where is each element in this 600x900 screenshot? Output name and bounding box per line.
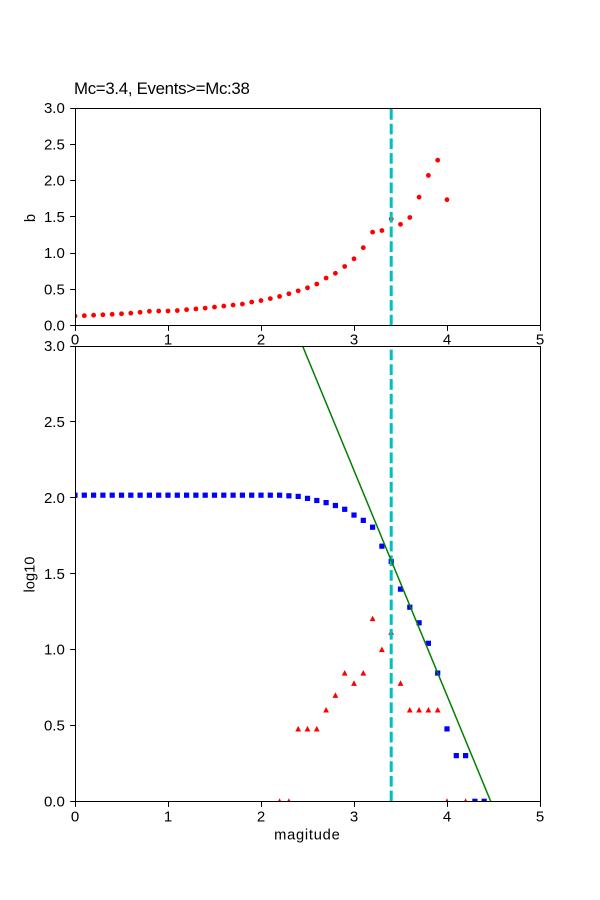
svg-text:2.0: 2.0 xyxy=(44,173,65,190)
svg-text:0.5: 0.5 xyxy=(44,718,65,735)
svg-text:1: 1 xyxy=(164,809,172,826)
svg-text:2: 2 xyxy=(257,332,265,349)
svg-text:Mc=3.4, Events>=Mc:38: Mc=3.4, Events>=Mc:38 xyxy=(74,79,250,98)
svg-text:5: 5 xyxy=(536,332,544,349)
svg-text:3: 3 xyxy=(350,332,358,349)
svg-text:0.0: 0.0 xyxy=(44,318,65,335)
svg-text:0: 0 xyxy=(71,809,79,826)
svg-text:4: 4 xyxy=(443,809,451,826)
svg-text:0.0: 0.0 xyxy=(44,793,65,810)
svg-text:1.5: 1.5 xyxy=(44,566,65,583)
svg-text:3: 3 xyxy=(350,809,358,826)
svg-text:3.0: 3.0 xyxy=(44,338,65,355)
svg-text:1.0: 1.0 xyxy=(44,245,65,262)
svg-text:2.0: 2.0 xyxy=(44,490,65,507)
svg-text:0: 0 xyxy=(71,332,79,349)
svg-text:2.5: 2.5 xyxy=(44,414,65,431)
svg-text:magitude: magitude xyxy=(274,828,340,844)
svg-text:5: 5 xyxy=(536,809,544,826)
svg-text:log10: log10 xyxy=(23,557,39,593)
svg-text:1.0: 1.0 xyxy=(44,642,65,659)
svg-text:1: 1 xyxy=(164,332,172,349)
svg-text:4: 4 xyxy=(443,332,451,349)
svg-text:2: 2 xyxy=(257,809,265,826)
svg-text:1.5: 1.5 xyxy=(44,209,65,226)
svg-text:b: b xyxy=(23,214,39,222)
svg-text:0.5: 0.5 xyxy=(44,281,65,298)
svg-text:2.5: 2.5 xyxy=(44,136,65,153)
svg-text:3.0: 3.0 xyxy=(44,100,65,117)
